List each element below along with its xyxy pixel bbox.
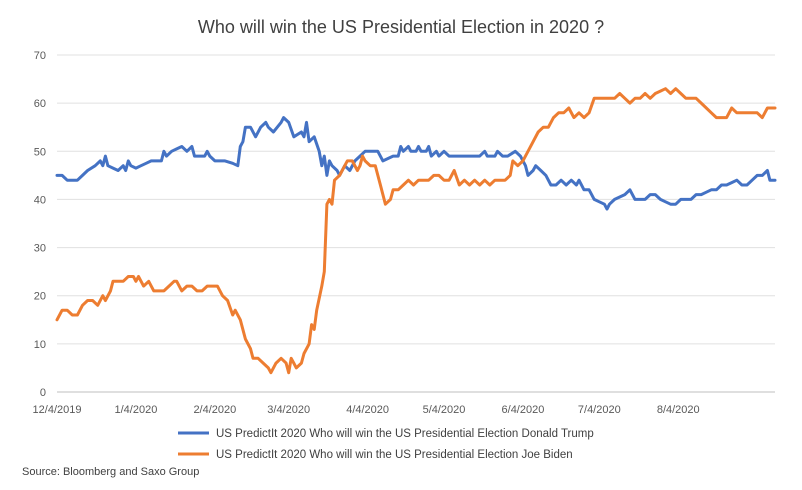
data-series [55, 87, 777, 375]
series-line-trump [55, 116, 777, 211]
x-tick-label: 8/4/2020 [657, 404, 700, 416]
x-axis-tick-labels: 12/4/2019 1/4/2020 2/4/2020 3/4/2020 4/4/202… [33, 404, 700, 416]
x-tick-label: 12/4/2019 [33, 404, 82, 416]
chart-title: Who will win the US Presidential Electio… [198, 17, 604, 37]
y-tick-label: 0 [40, 387, 46, 399]
gridlines [57, 54, 775, 393]
x-tick-label: 5/4/2020 [423, 404, 466, 416]
x-tick-label: 3/4/2020 [267, 404, 310, 416]
y-tick-label: 20 [34, 291, 46, 303]
y-axis-tick-labels: 0 10 20 30 40 50 60 70 [34, 50, 46, 399]
x-tick-label: 2/4/2020 [193, 404, 236, 416]
series-line-biden [55, 87, 777, 375]
legend: US PredictIt 2020 Who will win the US Pr… [178, 428, 594, 461]
y-tick-label: 10 [34, 339, 46, 351]
x-tick-label: 6/4/2020 [502, 404, 545, 416]
legend-label: US PredictIt 2020 Who will win the US Pr… [216, 449, 573, 461]
legend-label: US PredictIt 2020 Who will win the US Pr… [216, 428, 594, 440]
x-tick-label: 7/4/2020 [578, 404, 621, 416]
x-tick-label: 4/4/2020 [346, 404, 389, 416]
source-note: Source: Bloomberg and Saxo Group [22, 466, 199, 478]
y-tick-label: 60 [34, 98, 46, 110]
y-tick-label: 40 [34, 194, 46, 206]
y-tick-label: 50 [34, 146, 46, 158]
y-tick-label: 70 [34, 50, 46, 62]
x-tick-label: 1/4/2020 [115, 404, 158, 416]
y-tick-label: 30 [34, 243, 46, 255]
